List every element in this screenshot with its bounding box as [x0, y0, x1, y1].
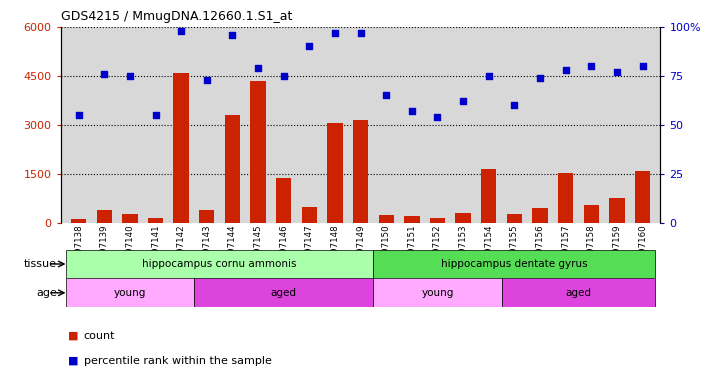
Bar: [225, 115, 240, 223]
Text: age: age: [36, 288, 57, 298]
Bar: [194, 278, 373, 307]
Point: [227, 31, 238, 38]
Bar: [353, 120, 368, 223]
Bar: [251, 81, 266, 223]
Point: [303, 43, 315, 50]
Text: tissue: tissue: [24, 259, 57, 269]
Bar: [533, 208, 548, 223]
Point: [458, 98, 469, 104]
Bar: [327, 123, 343, 223]
Bar: [373, 250, 655, 278]
Point: [201, 77, 213, 83]
Point: [560, 67, 571, 73]
Point: [611, 69, 623, 75]
Point: [355, 30, 366, 36]
Bar: [583, 205, 599, 223]
Bar: [501, 278, 655, 307]
Bar: [301, 207, 317, 223]
Bar: [481, 169, 496, 223]
Point: [150, 112, 161, 118]
Text: young: young: [421, 288, 453, 298]
Text: GDS4215 / MmugDNA.12660.1.S1_at: GDS4215 / MmugDNA.12660.1.S1_at: [61, 10, 292, 23]
Bar: [199, 210, 214, 223]
Bar: [558, 173, 573, 223]
Point: [637, 63, 648, 69]
Point: [508, 102, 520, 108]
Bar: [373, 278, 501, 307]
Point: [534, 75, 545, 81]
Bar: [609, 198, 625, 223]
Bar: [71, 219, 86, 223]
Point: [406, 108, 418, 114]
Text: aged: aged: [565, 288, 591, 298]
Point: [99, 71, 110, 77]
Bar: [378, 215, 394, 223]
Bar: [148, 218, 164, 223]
Bar: [507, 214, 522, 223]
Bar: [66, 250, 373, 278]
Text: count: count: [84, 331, 115, 341]
Text: hippocampus dentate gyrus: hippocampus dentate gyrus: [441, 259, 588, 269]
Bar: [174, 73, 188, 223]
Text: hippocampus cornu ammonis: hippocampus cornu ammonis: [142, 259, 297, 269]
Bar: [122, 214, 138, 223]
Point: [278, 73, 289, 79]
Point: [381, 92, 392, 98]
Bar: [430, 218, 445, 223]
Point: [73, 112, 84, 118]
Bar: [276, 178, 291, 223]
Text: young: young: [114, 288, 146, 298]
Point: [585, 63, 597, 69]
Point: [432, 114, 443, 120]
Point: [252, 65, 263, 71]
Bar: [404, 216, 420, 223]
Bar: [66, 278, 194, 307]
Text: ■: ■: [68, 331, 79, 341]
Point: [483, 73, 494, 79]
Bar: [635, 172, 650, 223]
Bar: [96, 210, 112, 223]
Bar: [456, 213, 471, 223]
Point: [329, 30, 341, 36]
Point: [176, 28, 187, 34]
Text: ■: ■: [68, 356, 79, 366]
Point: [124, 73, 136, 79]
Text: aged: aged: [271, 288, 297, 298]
Text: percentile rank within the sample: percentile rank within the sample: [84, 356, 271, 366]
